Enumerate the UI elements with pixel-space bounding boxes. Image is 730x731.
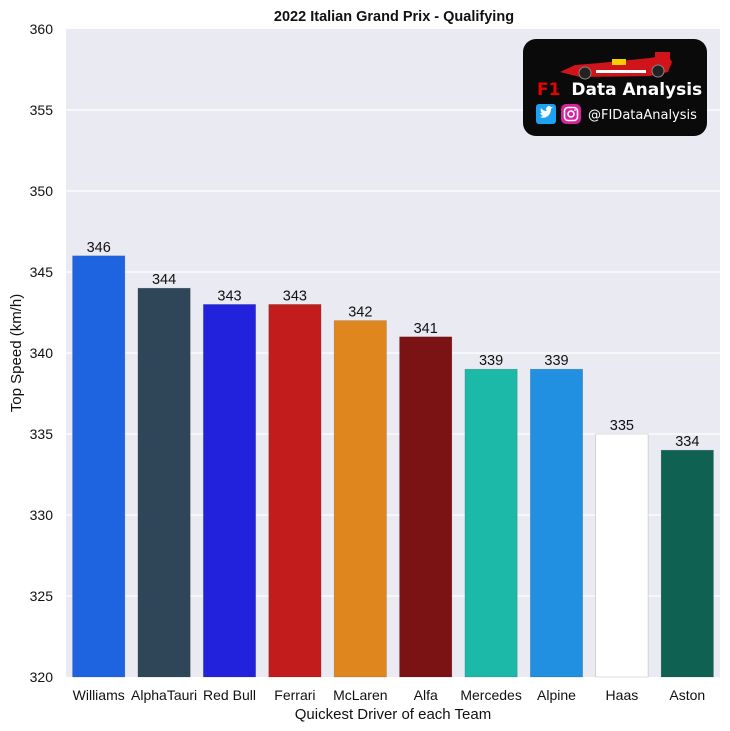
svg-text:F1 Data Analysis: F1 Data Analysis [537,80,702,100]
bar-value-label: 339 [544,353,568,369]
x-tick-label: Haas [606,687,639,703]
f1-car-icon [560,52,672,80]
x-tick-label: Mercedes [460,687,521,703]
y-tick-label: 330 [30,507,54,523]
bar [137,287,191,678]
y-tick-label: 345 [30,264,54,280]
bar [464,368,518,678]
logo-badge: F1 Data Analysis @FIDataAnalysis [523,39,707,136]
twitter-icon [536,104,556,124]
bar-value-label: 343 [217,288,241,304]
x-tick-label: Alfa [414,687,438,703]
bar-value-label: 339 [479,353,503,369]
bar-value-label: 344 [152,272,176,288]
bar-value-label: 341 [414,321,438,337]
bar [72,255,126,678]
x-tick-label: Red Bull [203,687,256,703]
x-tick-label: Alpine [537,687,576,703]
bars [72,255,714,678]
y-tick-label: 320 [30,669,54,685]
y-tick-label: 335 [30,426,54,442]
logo-brand-name: Data Analysis [571,80,702,100]
bar [203,304,256,678]
y-axis-ticks: 320 325 330 335 340 345 350 355 360 [30,21,54,685]
x-tick-label: Aston [669,687,705,703]
y-tick-label: 360 [30,21,54,37]
bar-value-label: 334 [675,434,699,450]
y-tick-label: 325 [30,588,54,604]
bar-value-labels: 346 344 343 343 342 341 339 339 335 334 [87,240,700,450]
y-axis-label: Top Speed (km/h) [8,294,25,412]
y-tick-label: 340 [30,345,54,361]
chart-title: 2022 Italian Grand Prix - Qualifying [274,9,514,25]
bar-value-label: 346 [87,240,111,256]
bar [399,336,453,678]
bar [268,304,322,678]
bar [530,368,583,678]
logo-brand-prefix: F1 [537,80,560,100]
x-tick-label: McLaren [333,687,387,703]
x-tick-label: Ferrari [274,687,315,703]
bar [595,433,649,678]
instagram-icon [561,104,581,124]
y-tick-label: 350 [30,183,54,199]
bar-value-label: 342 [348,305,372,321]
bar-value-label: 335 [610,418,634,434]
bar [660,449,714,678]
bar-value-label: 343 [283,288,307,304]
logo-handle: @FIDataAnalysis [588,108,697,123]
bar [333,320,387,678]
y-tick-label: 355 [30,102,54,118]
x-axis-ticks: Williams AlphaTauri Red Bull Ferrari McLaren… [73,687,706,703]
x-tick-label: AlphaTauri [131,687,197,703]
x-axis-label: Quickest Driver of each Team [295,706,491,723]
x-tick-label: Williams [73,687,125,703]
